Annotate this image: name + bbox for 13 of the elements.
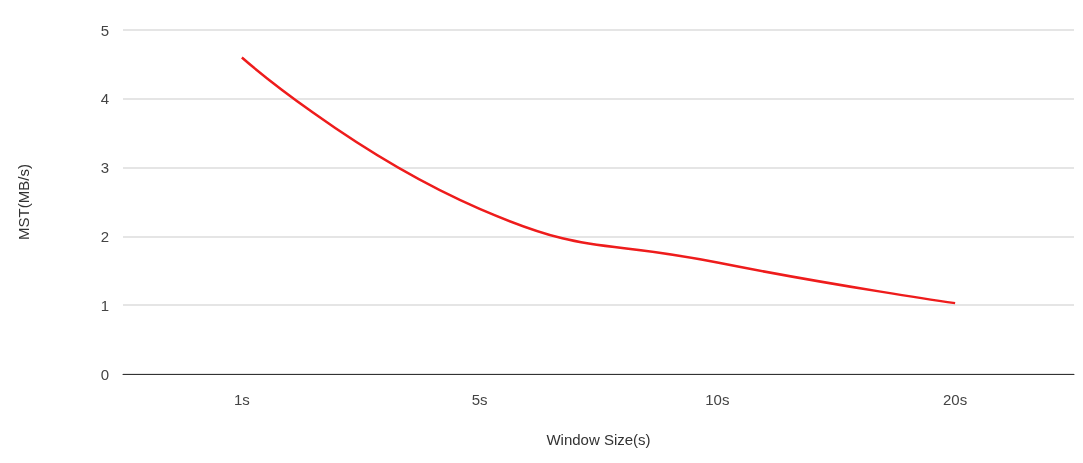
y-axis-title: MST(MB/s) — [15, 164, 32, 240]
x-tick-label: 5s — [471, 391, 488, 408]
x-tick-label: 1s — [233, 391, 250, 408]
y-tick-label: 2 — [100, 227, 109, 245]
line-series — [240, 56, 957, 305]
x-axis-title: Window Size(s) — [546, 431, 651, 448]
y-tick-label: 4 — [100, 90, 109, 108]
x-tick-label: 10s — [705, 391, 730, 408]
y-tick-label: 1 — [100, 296, 109, 314]
y-tick-label: 5 — [100, 21, 109, 39]
x-tick-label: 20s — [943, 391, 968, 408]
y-tick-label: 3 — [100, 159, 109, 177]
y-tick-label: 0 — [100, 365, 109, 383]
